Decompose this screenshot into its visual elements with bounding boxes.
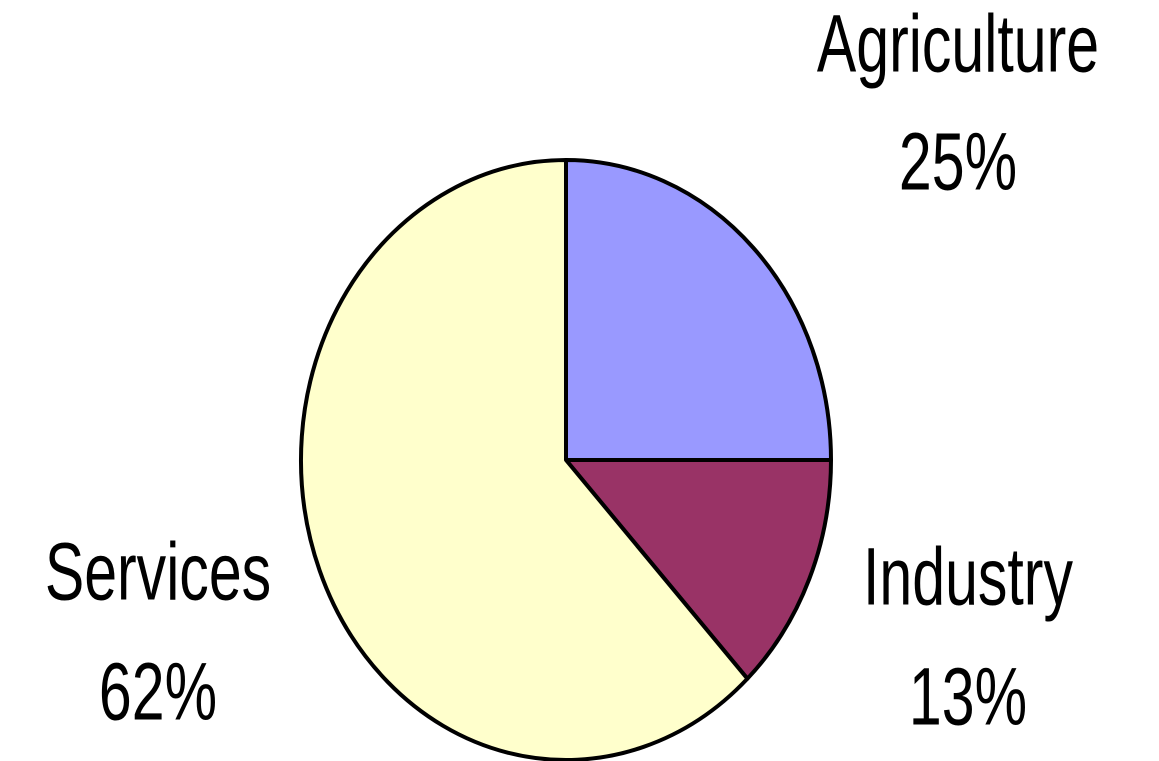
pie-slice xyxy=(564,458,833,681)
slice-value-label: 25% xyxy=(899,116,1017,208)
slice-label: Services xyxy=(45,526,271,618)
slice-value-label: 13% xyxy=(909,651,1027,743)
slice-label: Industry xyxy=(863,531,1073,623)
pie-slice xyxy=(564,158,833,462)
slice-label: Agriculture xyxy=(817,0,1099,90)
pie-slice xyxy=(299,158,750,761)
slice-value-label: 62% xyxy=(99,646,217,738)
